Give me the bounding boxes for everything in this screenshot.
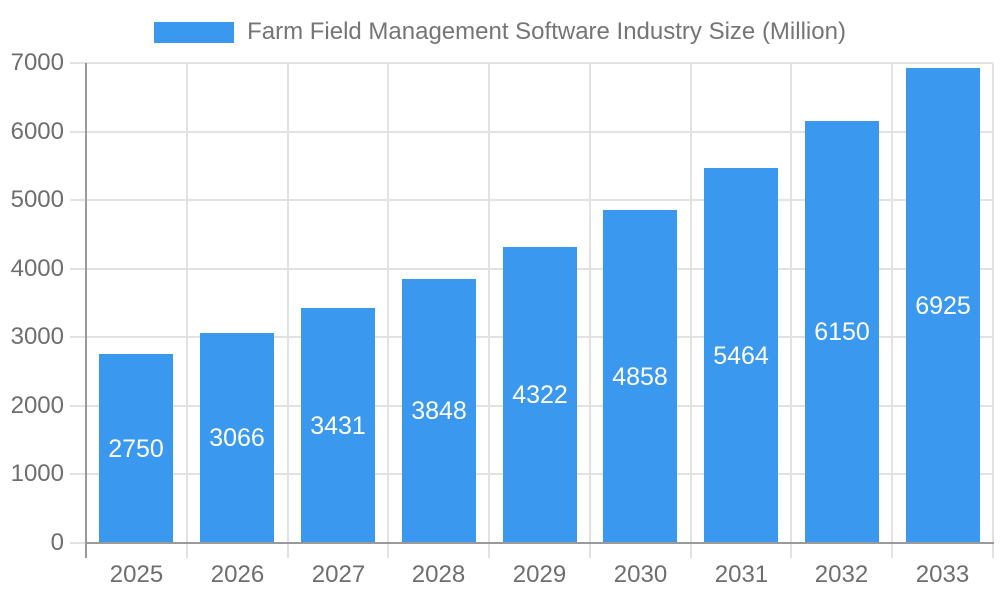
bar-value-label: 4858 [612, 362, 668, 391]
gridline-vertical [387, 63, 389, 558]
y-tick-label: 1000 [10, 460, 64, 487]
gridline-vertical [992, 63, 994, 558]
x-tick-label: 2032 [814, 561, 869, 588]
y-tick-label: 2000 [10, 392, 64, 419]
x-axis-line [85, 542, 994, 544]
gridline-vertical [287, 63, 289, 558]
bar-value-label: 3066 [209, 424, 265, 452]
y-tick-label: 6000 [10, 118, 64, 145]
gridline-horizontal [70, 131, 993, 133]
x-tick-label: 2033 [915, 561, 970, 588]
x-tick-label: 2027 [311, 561, 366, 588]
y-tick-label: 0 [50, 529, 64, 556]
x-tick-label: 2028 [411, 561, 466, 588]
legend[interactable]: Farm Field Management Software Industry … [0, 18, 1000, 46]
gridline-vertical [891, 63, 893, 558]
bar-value-label: 6150 [814, 318, 870, 346]
bar-2026[interactable]: 3066 [200, 333, 274, 543]
bar-2031[interactable]: 5464 [704, 168, 778, 543]
bar-value-label: 4322 [512, 381, 568, 409]
bar-value-label: 5464 [713, 341, 769, 370]
x-tick-label: 2026 [210, 561, 265, 588]
y-tick-label: 4000 [10, 255, 64, 282]
bar-2033[interactable]: 6925 [906, 68, 980, 543]
bar-2029[interactable]: 4322 [503, 247, 577, 543]
x-tick-label: 2025 [109, 561, 164, 588]
bar-2027[interactable]: 3431 [301, 308, 375, 543]
bar-2030[interactable]: 4858 [603, 210, 677, 543]
gridline-vertical [186, 63, 188, 558]
y-tick-label: 7000 [10, 49, 64, 76]
x-tick-label: 2030 [613, 561, 668, 588]
bar-value-label: 3431 [310, 411, 366, 440]
bar-2025[interactable]: 2750 [99, 354, 173, 543]
bar-2032[interactable]: 6150 [805, 121, 879, 543]
gridline-vertical [790, 63, 792, 558]
bar-value-label: 2750 [108, 434, 164, 463]
gridline-horizontal [70, 199, 993, 201]
gridline-vertical [488, 63, 490, 558]
gridline-vertical [589, 63, 591, 558]
y-tick-label: 5000 [10, 186, 64, 213]
x-tick-label: 2029 [512, 561, 567, 588]
legend-label: Farm Field Management Software Industry … [247, 18, 846, 45]
y-tick-mark [70, 542, 86, 544]
bar-value-label: 6925 [915, 291, 971, 320]
legend-swatch [154, 21, 235, 43]
y-tick-label: 3000 [10, 323, 64, 350]
gridline-horizontal [70, 62, 993, 64]
gridline-vertical [690, 63, 692, 558]
bar-2028[interactable]: 3848 [402, 279, 476, 543]
y-axis-line [85, 63, 87, 558]
bar-value-label: 3848 [411, 397, 467, 425]
x-tick-label: 2031 [714, 561, 769, 588]
